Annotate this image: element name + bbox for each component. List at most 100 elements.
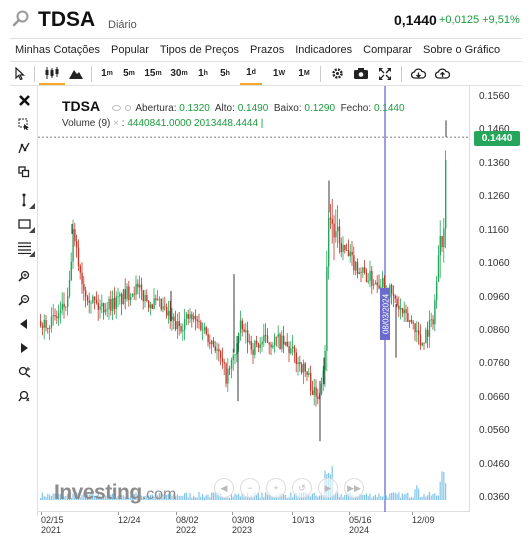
magnet-tool-button[interactable]	[14, 114, 34, 134]
candle-body	[85, 290, 87, 297]
screenshot-button[interactable]	[349, 63, 373, 85]
candle-body	[166, 306, 168, 316]
fullscreen-button[interactable]	[373, 63, 397, 85]
scroll-left-button[interactable]	[14, 314, 34, 334]
volume-bar	[392, 492, 394, 500]
candle-body	[347, 250, 350, 257]
clone-tool-button[interactable]	[14, 162, 34, 182]
price-chart[interactable]: 08/03/2024	[38, 86, 470, 512]
volume-label: Volume (9)	[62, 118, 111, 129]
candle-body	[425, 329, 427, 344]
cloud-download-icon	[410, 67, 426, 79]
nav-reset-button[interactable]: ↺	[292, 478, 312, 498]
candle-body	[403, 309, 405, 314]
volume-bar	[394, 492, 396, 500]
volume-bar	[110, 494, 112, 500]
candle-body	[250, 341, 252, 350]
low-label: Baixo:	[273, 103, 302, 114]
volume-bar	[203, 497, 205, 500]
time-axis[interactable]: 02/15 2021 12/24 08/02 2022 03/08 2023 10/13 05/…	[38, 512, 470, 540]
candle-body	[232, 355, 234, 360]
candle-body	[256, 340, 258, 344]
volume-bar	[315, 495, 317, 500]
nav-scroll-end-button[interactable]: ▶▶	[344, 478, 364, 498]
candle-body	[311, 390, 314, 395]
save-chart-button[interactable]	[430, 63, 454, 85]
x-tick-label: 03/08 2023	[232, 515, 255, 535]
camera-icon	[354, 68, 368, 79]
volume-bar	[308, 495, 310, 500]
timeframe-30m[interactable]: 30 m	[170, 68, 188, 79]
rectangle-tool-button[interactable]	[14, 214, 35, 234]
candle-body	[90, 302, 92, 304]
nav-scroll-right-button[interactable]: ▶	[318, 478, 338, 498]
cursor-tool-button[interactable]	[10, 63, 30, 85]
menu-item-comparar[interactable]: Comparar	[363, 44, 413, 56]
zoom-cursor-button[interactable]	[14, 362, 34, 382]
settings-dot-icon[interactable]	[125, 105, 132, 112]
remove-drawings-button[interactable]	[14, 90, 34, 110]
candle-body	[418, 330, 420, 335]
menu-item-sobre-o-grafico[interactable]: Sobre o Gráfico	[423, 44, 501, 56]
menu-item-indicadores[interactable]: Indicadores	[295, 44, 353, 56]
candle-body	[430, 319, 432, 321]
trend-line-tool-button[interactable]	[14, 190, 35, 210]
candle-body	[58, 313, 60, 319]
volume-bar	[360, 494, 362, 500]
menu-item-prazos[interactable]: Prazos	[250, 44, 285, 56]
price-axis[interactable]: 0.1560 0.1460 0.1360 0.1260 0.1160 0.1060 0.09…	[471, 86, 522, 512]
candle-body	[79, 265, 81, 273]
search-icon[interactable]	[12, 9, 30, 27]
menu-item-minhas-cotacoes[interactable]: Minhas Cotações	[15, 44, 100, 56]
volume-bar	[428, 492, 430, 500]
nav-zoom-out-button[interactable]: −	[240, 478, 260, 498]
candle-body	[254, 340, 256, 355]
reset-zoom-button[interactable]	[14, 386, 34, 406]
candle-body	[112, 298, 114, 311]
menu-item-popular[interactable]: Popular	[111, 44, 149, 56]
candlestick-type-button[interactable]	[39, 63, 65, 85]
nav-zoom-in-button[interactable]: +	[266, 478, 286, 498]
volume-bar	[268, 493, 270, 500]
settings-button[interactable]	[325, 63, 349, 85]
volume-bar	[207, 494, 209, 500]
volume-values: 4440841.0000 2013448.4444 |	[127, 118, 264, 129]
candle-body	[193, 315, 195, 320]
eye-icon[interactable]	[112, 105, 122, 112]
volume-bar	[432, 493, 434, 500]
area-type-button[interactable]	[65, 63, 87, 85]
timeframe-15m[interactable]: 15 m	[144, 68, 162, 79]
zoom-out-tool-button[interactable]	[14, 290, 34, 310]
nav-scroll-start-button[interactable]: ◀	[214, 478, 234, 498]
zoom-in-tool-button[interactable]	[14, 266, 34, 286]
volume-bar	[211, 492, 213, 500]
scroll-right-button[interactable]	[14, 338, 34, 358]
volume-close-icon[interactable]: ×	[113, 118, 119, 129]
fibonacci-tool-button[interactable]	[14, 238, 35, 258]
volume-bar	[356, 497, 358, 500]
pattern-icon	[18, 142, 30, 154]
candle-body	[216, 349, 218, 351]
chart-area[interactable]: 08/03/2024	[38, 86, 470, 512]
candle-body	[306, 371, 308, 375]
load-chart-button[interactable]	[406, 63, 430, 85]
candle-body	[414, 323, 416, 333]
candle-body	[122, 289, 125, 304]
volume-bar	[288, 497, 290, 500]
candle-body	[225, 363, 227, 384]
menu-item-tipos-de-precos[interactable]: Tipos de Preços	[159, 44, 239, 56]
volume-bar	[202, 494, 204, 500]
volume-bar	[425, 496, 427, 500]
pattern-tool-button[interactable]	[14, 138, 34, 158]
volume-bar	[416, 485, 418, 500]
candle-body	[47, 327, 49, 330]
volume-bar	[72, 493, 74, 500]
y-tick-label: 0.0660	[479, 391, 510, 403]
